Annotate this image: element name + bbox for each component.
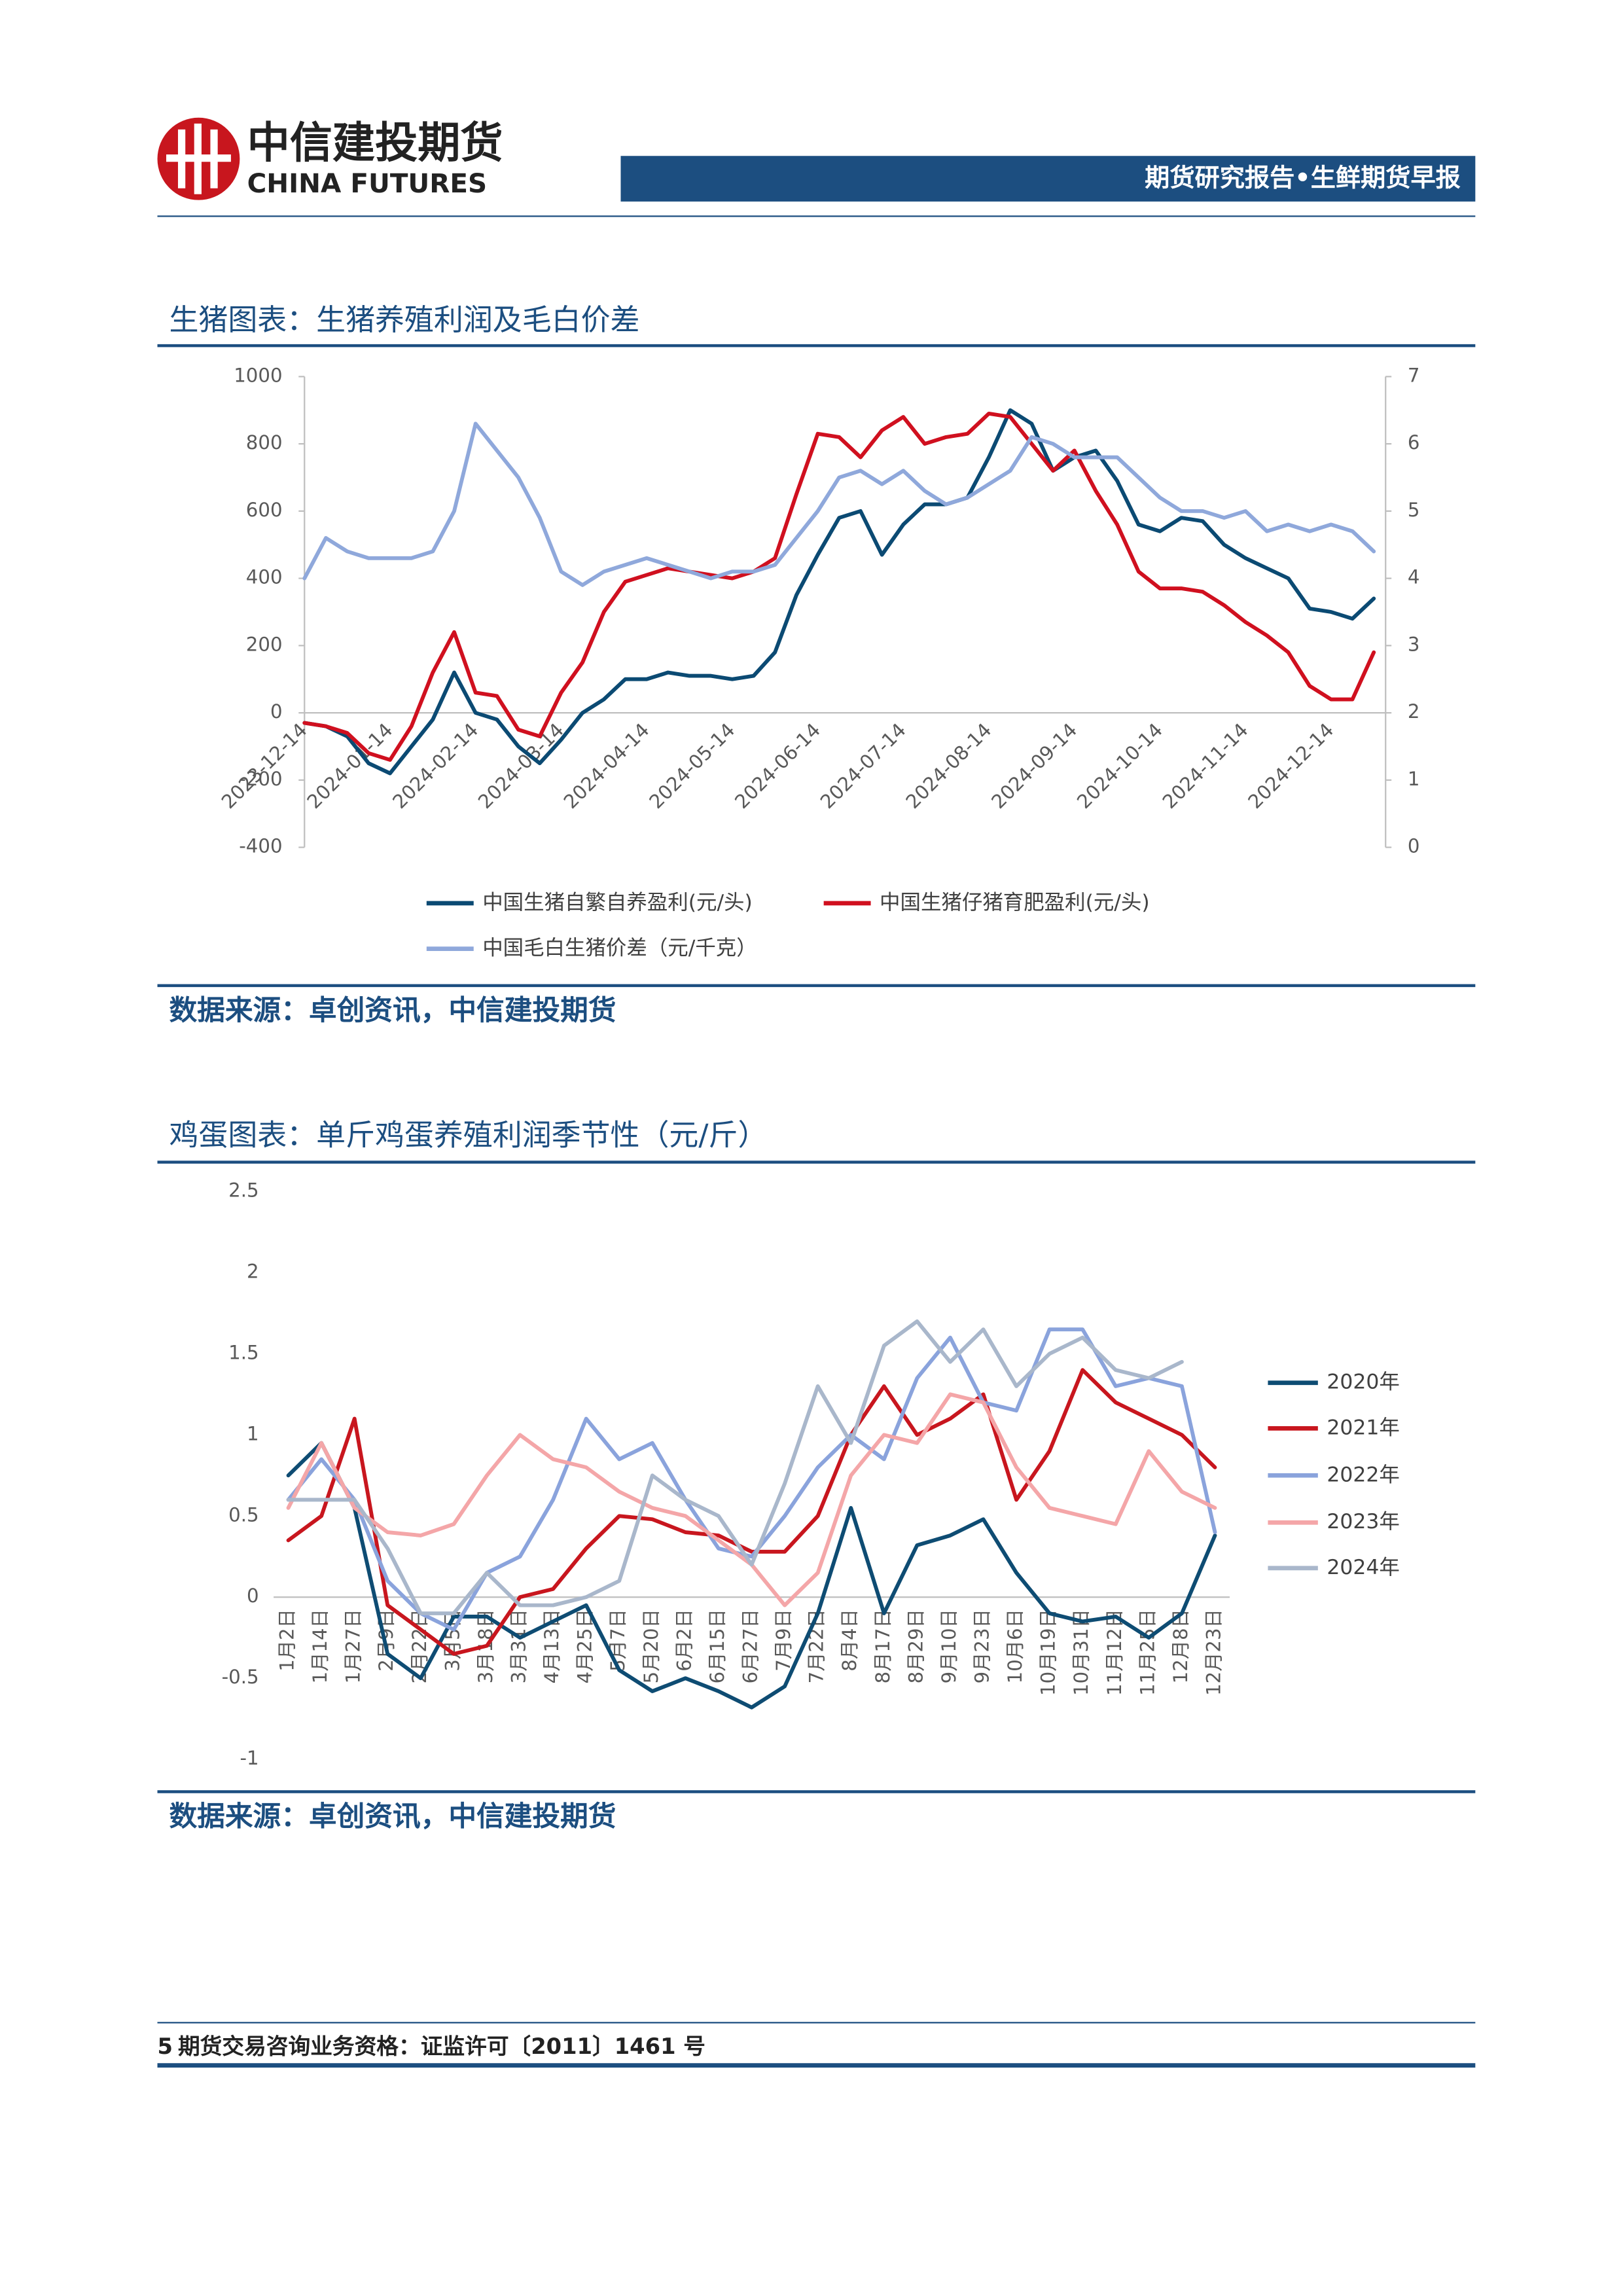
legend-label: 中国毛白生猪价差（元/千克）	[482, 937, 757, 960]
source: 数据来源：卓创资讯，中信建投期货	[169, 994, 616, 1027]
x-tick-label: 10月31日	[1070, 1609, 1092, 1696]
series-line	[286, 1368, 1217, 1656]
section-title: 生猪图表：生猪养殖利润及毛白价差	[169, 302, 639, 337]
x-tick-label: 2024-09-14	[987, 719, 1081, 813]
x-tick-label: 1月27日	[342, 1609, 365, 1683]
x-tick-label: 10月6日	[1004, 1609, 1026, 1683]
y2-tick-label: 2	[1408, 700, 1420, 723]
y2-tick-label: 3	[1408, 633, 1420, 655]
x-tick-label: 8月4日	[838, 1609, 861, 1672]
logo-cn: 中信建投期货	[247, 119, 503, 168]
x-tick-label: 2024-12-14	[1243, 719, 1338, 813]
series-line	[302, 422, 1376, 587]
x-tick-label: 1月2日	[276, 1609, 298, 1672]
x-tick-label: 12月23日	[1203, 1609, 1225, 1696]
y-tick-label: 1000	[234, 364, 282, 386]
y2-tick-label: 0	[1408, 835, 1420, 857]
x-tick-label: 6月2日	[673, 1609, 695, 1672]
y-tick-label: 1	[247, 1422, 259, 1444]
page-number: 5	[158, 2034, 173, 2059]
footer-text: 期货交易咨询业务资格：证监许可〔2011〕1461 号	[178, 2034, 705, 2059]
x-tick-label: 2024-11-14	[1158, 719, 1253, 813]
y-tick-label: 0	[247, 1585, 259, 1607]
section-title: 鸡蛋图表：单斤鸡蛋养殖利润季节性（元/斤）	[169, 1117, 767, 1152]
y-tick-label: -0.5	[222, 1666, 259, 1688]
logo-en: CHINA FUTURES	[247, 168, 488, 199]
y-tick-label: 800	[246, 431, 283, 454]
y-tick-label: 1.5	[228, 1341, 259, 1363]
header-bar	[620, 156, 1476, 202]
series-line	[286, 1441, 1217, 1710]
x-tick-label: 2024-03-14	[474, 719, 568, 813]
y-tick-label: 0	[270, 700, 283, 723]
y-tick-label: 600	[246, 499, 283, 521]
y-tick-label: 400	[246, 566, 283, 588]
x-tick-label: 6月27日	[740, 1609, 762, 1683]
x-tick-label: 2024-07-14	[816, 719, 910, 813]
y2-tick-label: 4	[1408, 566, 1420, 588]
legend-label: 2024年	[1327, 1556, 1399, 1579]
series-line	[286, 1392, 1217, 1607]
y2-tick-label: 6	[1408, 431, 1420, 454]
x-tick-label: 1月14日	[309, 1609, 331, 1683]
x-tick-label: 10月19日	[1037, 1609, 1060, 1696]
source: 数据来源：卓创资讯，中信建投期货	[169, 1800, 616, 1833]
x-tick-label: 2024-02-14	[388, 719, 482, 813]
legend-label: 中国生猪自繁自养盈利(元/头)	[482, 891, 753, 914]
x-tick-label: 8月17日	[872, 1609, 894, 1683]
legend-label: 2023年	[1327, 1510, 1399, 1534]
series-line	[286, 1319, 1184, 1615]
y-tick-label: -1	[240, 1747, 259, 1769]
x-tick-label: 6月15日	[706, 1609, 728, 1683]
x-tick-label: 8月29日	[904, 1609, 927, 1683]
x-tick-label: 2024-04-14	[560, 719, 654, 813]
series-line	[302, 411, 1376, 762]
series-line	[302, 408, 1376, 776]
series-line	[286, 1327, 1217, 1632]
y2-tick-label: 1	[1408, 768, 1420, 790]
x-tick-label: 7月22日	[806, 1609, 828, 1683]
y-tick-label: 0.5	[228, 1503, 259, 1526]
x-tick-label: 2024-05-14	[645, 719, 739, 813]
x-tick-label: 9月23日	[971, 1609, 993, 1683]
y-tick-label: -400	[239, 835, 282, 857]
y2-tick-label: 5	[1408, 499, 1420, 521]
x-tick-label: 2023-12-14	[217, 719, 312, 813]
y-tick-label: -200	[239, 768, 282, 790]
y-tick-label: 200	[246, 633, 283, 655]
legend-label: 2022年	[1327, 1463, 1399, 1486]
x-tick-label: 11月12日	[1103, 1609, 1126, 1696]
legend-label: 2021年	[1327, 1416, 1399, 1439]
x-tick-label: 9月10日	[938, 1609, 960, 1683]
x-tick-label: 11月25日	[1136, 1609, 1158, 1696]
x-tick-label: 5月20日	[640, 1609, 662, 1683]
x-tick-label: 3月31日	[508, 1609, 530, 1683]
x-tick-label: 2024-10-14	[1073, 719, 1167, 813]
y-tick-label: 2	[247, 1260, 259, 1282]
x-tick-label: 2024-08-14	[902, 719, 996, 813]
x-tick-label: 5月7日	[607, 1609, 629, 1672]
legend-label: 2020年	[1327, 1371, 1399, 1394]
logo-mark	[157, 117, 240, 200]
y2-tick-label: 7	[1408, 364, 1420, 386]
x-tick-label: 7月9日	[772, 1609, 794, 1672]
report-name: 期货研究报告•生鲜期货早报	[1145, 164, 1461, 193]
x-tick-label: 2024-06-14	[730, 719, 825, 813]
y-tick-label: 2.5	[228, 1179, 259, 1202]
legend-label: 中国生猪仔猪育肥盈利(元/头)	[880, 891, 1150, 914]
